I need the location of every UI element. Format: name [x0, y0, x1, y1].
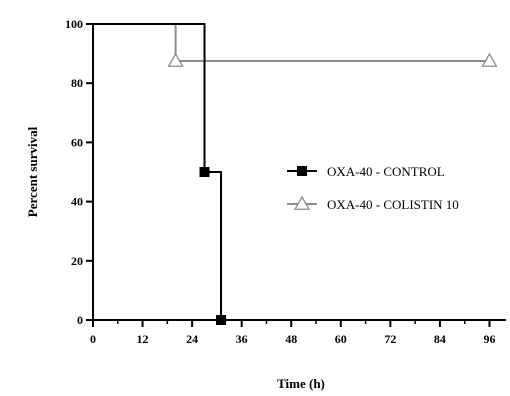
- x-tick-label: 48: [285, 332, 297, 346]
- x-tick-label: 12: [137, 332, 149, 346]
- legend-entry: OXA-40 - COLISTIN 10: [287, 195, 459, 212]
- legend-label: OXA-40 - COLISTIN 10: [327, 197, 459, 212]
- x-tick-label: 0: [90, 332, 96, 346]
- x-tick-label: 84: [434, 332, 446, 346]
- series-layer: [93, 23, 498, 325]
- x-tick-label: 96: [483, 332, 495, 346]
- legend: OXA-40 - CONTROL OXA-40 - COLISTIN 10: [287, 164, 459, 212]
- data-point-triangle: [293, 195, 311, 210]
- series-line: [93, 23, 490, 62]
- y-tick-label: 100: [65, 17, 83, 31]
- y-tick-label: 20: [71, 254, 83, 268]
- axes: 0 20 40 60 80 100 0 12 24 36 48 60 72 84 96: [65, 17, 506, 346]
- data-point-square: [297, 166, 307, 176]
- data-point-square: [199, 167, 210, 177]
- x-axis-title: Time (h): [277, 376, 325, 391]
- y-tick-label: 80: [71, 76, 83, 90]
- x-tick-label: 60: [335, 332, 347, 346]
- data-point-triangle: [481, 52, 498, 67]
- x-tick-label: 36: [236, 332, 248, 346]
- legend-label: OXA-40 - CONTROL: [327, 164, 445, 179]
- y-axis-title: Percent survival: [25, 126, 40, 217]
- series-control: [93, 23, 227, 325]
- y-tick-label: 0: [77, 313, 83, 327]
- y-tick-label: 40: [71, 195, 83, 209]
- series-colistin: [93, 23, 498, 67]
- y-tick-label: 60: [71, 135, 83, 149]
- x-tick-label: 24: [186, 332, 198, 346]
- data-point-square: [216, 315, 227, 325]
- legend-entry: OXA-40 - CONTROL: [287, 164, 445, 179]
- x-tick-label: 72: [384, 332, 396, 346]
- data-point-triangle: [167, 52, 184, 67]
